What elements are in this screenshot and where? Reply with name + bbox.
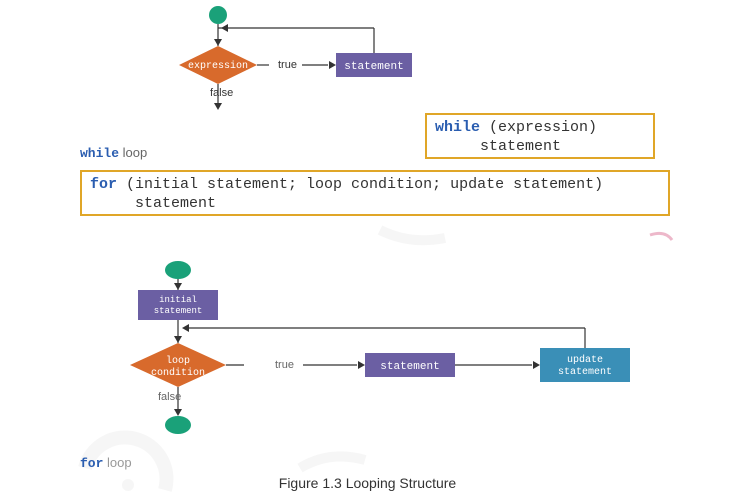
start-node bbox=[165, 261, 191, 279]
svg-text:true: true bbox=[275, 359, 294, 371]
start-node bbox=[209, 6, 227, 24]
for-loop-title: for loop bbox=[80, 455, 132, 471]
end-node bbox=[165, 416, 191, 434]
for-code-box: for (initial statement; loop condition; … bbox=[80, 170, 670, 216]
svg-text:statement: statement bbox=[558, 367, 612, 378]
for-flowchart: initialstatementloopconditiontruestateme… bbox=[0, 240, 735, 460]
svg-text:false: false bbox=[158, 391, 181, 403]
while-loop-title: while loop bbox=[80, 145, 147, 161]
svg-text:condition: condition bbox=[151, 367, 205, 379]
svg-text:true: true bbox=[278, 59, 297, 71]
svg-text:update: update bbox=[567, 354, 603, 366]
svg-text:statement: statement bbox=[380, 361, 439, 373]
svg-text:false: false bbox=[210, 87, 233, 99]
svg-text:loop: loop bbox=[166, 355, 190, 367]
svg-text:statement: statement bbox=[344, 61, 403, 73]
svg-text:statement: statement bbox=[154, 306, 203, 316]
while-code-box: while (expression) statement bbox=[425, 113, 655, 159]
figure-caption: Figure 1.3 Looping Structure bbox=[0, 475, 735, 491]
svg-text:expression: expression bbox=[188, 60, 248, 72]
svg-text:initial: initial bbox=[159, 295, 197, 305]
diagram-canvas: expressiontruestatementfalse while loop … bbox=[0, 0, 735, 500]
